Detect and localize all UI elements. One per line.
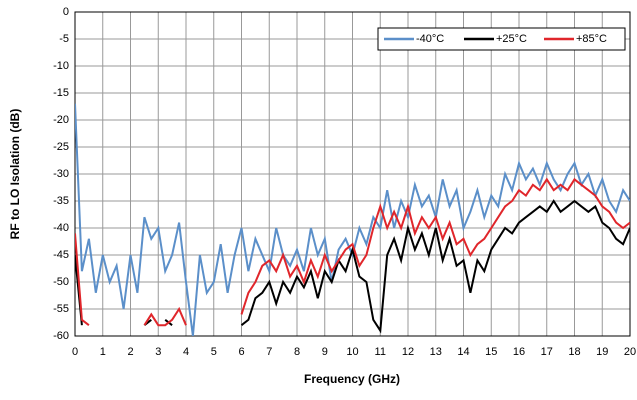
x-tick-label: 16 [513,346,525,358]
x-tick-label: 18 [568,346,580,358]
x-tick-label: 1 [100,346,106,358]
x-tick-label: 14 [457,346,469,358]
legend-box [377,27,626,51]
y-tick-label: -60 [53,330,69,342]
y-tick-label: -5 [59,33,69,45]
x-tick-label: 12 [402,346,414,358]
y-tick-label: -25 [53,141,69,153]
x-tick-label: 11 [375,346,386,358]
x-tick-label: 9 [322,346,328,358]
y-tick-label: -45 [53,249,69,261]
series-line [75,199,630,334]
legend-label: +85°C [576,33,607,45]
x-tick-label: 15 [485,346,497,358]
x-tick-label: 5 [211,346,217,358]
x-axis-label: Frequency (GHz) [304,372,400,386]
x-tick-label: 17 [541,346,553,358]
y-tick-label: -20 [53,114,69,126]
x-tick-label: 10 [346,346,358,358]
series-line [75,177,630,327]
x-tick-label: 19 [596,346,608,358]
plot-border [74,11,631,337]
legend-label: +25°C [496,33,527,45]
x-tick-label: 2 [127,346,133,358]
x-tick-label: 13 [430,346,442,358]
y-tick-label: -50 [53,276,69,288]
series-line [75,103,630,336]
x-tick-label: 8 [294,346,300,358]
x-tick-label: 6 [238,346,244,358]
x-tick-label: 4 [183,346,189,358]
y-tick-label: 0 [63,6,69,18]
y-tick-label: -55 [53,303,69,315]
y-tick-label: -35 [53,195,69,207]
y-tick-label: -10 [53,60,69,72]
x-tick-label: 0 [72,346,78,358]
y-tick-label: -30 [53,168,69,180]
y-axis-label: RF to LO Isolation (dB) [8,109,22,240]
y-tick-label: -40 [53,222,69,234]
x-tick-label: 20 [624,346,636,358]
x-tick-label: 3 [155,346,161,358]
legend-label: -40°C [416,33,444,45]
y-tick-label: -15 [53,87,69,99]
x-tick-label: 7 [266,346,272,358]
